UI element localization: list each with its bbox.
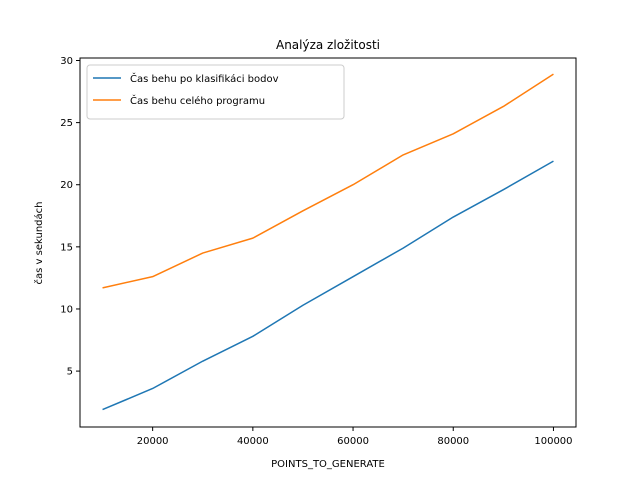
x-tick-label: 40000 [237,436,269,447]
x-tick-label: 100000 [534,436,572,447]
y-axis: 5 10 15 20 25 30 [60,56,80,378]
series-lines [102,73,554,411]
y-tick-label: 15 [60,242,73,253]
x-axis: 20000 40000 60000 80000 100000 [137,427,573,447]
y-tick-label: 25 [60,118,73,129]
x-axis-title: POINTS_TO_GENERATE [271,459,385,470]
series-line-2 [102,73,554,289]
y-tick-label: 20 [60,180,73,191]
series-line-1 [102,160,554,411]
legend-box [86,64,345,120]
y-tick-label: 10 [60,304,73,315]
plot-frame [79,57,577,428]
y-tick-label: 30 [60,56,73,67]
y-axis-title: čas v sekundách [33,202,45,285]
x-tick-label: 80000 [437,436,469,447]
legend-label: Čas behu celého programu [130,94,265,107]
x-tick-label: 20000 [137,436,169,447]
chart-title: Analýza zložitosti [276,38,380,52]
x-tick-label: 60000 [337,436,369,447]
y-tick-label: 5 [67,367,73,378]
legend-label: Čas behu po klasifikáci bodov [130,72,279,85]
legend: Čas behu po klasifikáci bodov Čas behu ce… [86,64,345,120]
